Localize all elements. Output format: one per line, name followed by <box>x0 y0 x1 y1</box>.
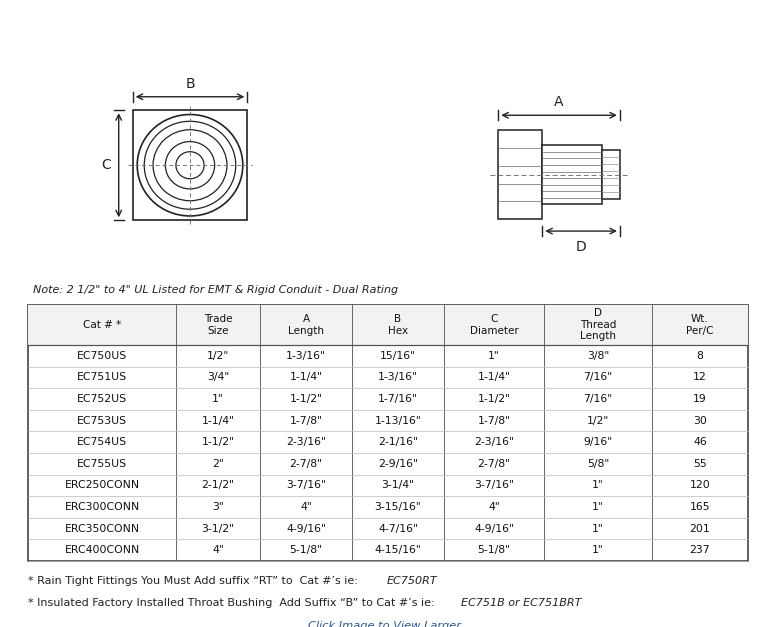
Text: 1-3/16": 1-3/16" <box>286 350 326 361</box>
Text: 3/8": 3/8" <box>587 350 609 361</box>
Text: 2-3/16": 2-3/16" <box>474 437 514 447</box>
Text: 3": 3" <box>212 502 224 512</box>
Text: 1-7/8": 1-7/8" <box>290 416 323 426</box>
Text: 4": 4" <box>300 502 312 512</box>
Text: 3-1/4": 3-1/4" <box>382 480 415 490</box>
Text: 201: 201 <box>690 524 710 534</box>
Text: 3/4": 3/4" <box>207 372 229 382</box>
Text: 8: 8 <box>697 350 703 361</box>
Text: Note: 2 1/2" to 4" UL Listed for EMT & Rigid Conduit - Dual Rating: Note: 2 1/2" to 4" UL Listed for EMT & R… <box>33 285 398 295</box>
Text: B
Hex: B Hex <box>388 314 408 335</box>
Text: 15/16": 15/16" <box>380 350 416 361</box>
Text: 1/2": 1/2" <box>207 350 229 361</box>
Text: 2-3/16": 2-3/16" <box>286 437 326 447</box>
Text: ERC300CONN: ERC300CONN <box>65 502 140 512</box>
Text: EC754US: EC754US <box>77 437 127 447</box>
Text: 7/16": 7/16" <box>584 372 613 382</box>
Text: 4-15/16": 4-15/16" <box>375 545 422 556</box>
Text: 1-13/16": 1-13/16" <box>375 416 422 426</box>
Text: 1-3/16": 1-3/16" <box>378 372 418 382</box>
Text: Click Image to View Larger: Click Image to View Larger <box>307 621 461 627</box>
Text: C: C <box>101 158 111 172</box>
Text: A
Length: A Length <box>288 314 324 335</box>
Text: 1": 1" <box>592 480 604 490</box>
Text: EC750RT: EC750RT <box>387 576 438 586</box>
Text: 2-1/16": 2-1/16" <box>378 437 418 447</box>
Text: 4-9/16": 4-9/16" <box>286 524 326 534</box>
Text: 1-1/2": 1-1/2" <box>478 394 511 404</box>
Text: 1": 1" <box>592 524 604 534</box>
Text: 9/16": 9/16" <box>584 437 613 447</box>
Text: 1-1/4": 1-1/4" <box>478 372 511 382</box>
Text: 4": 4" <box>212 545 224 556</box>
Bar <box>542 145 602 204</box>
Text: 5-1/8": 5-1/8" <box>478 545 511 556</box>
Bar <box>498 130 542 219</box>
Text: 4": 4" <box>488 502 500 512</box>
Text: 120: 120 <box>690 480 710 490</box>
Text: EC755US: EC755US <box>77 459 127 469</box>
Text: 3-15/16": 3-15/16" <box>375 502 422 512</box>
Text: 30: 30 <box>693 416 707 426</box>
Text: EC752US: EC752US <box>77 394 127 404</box>
Text: C
Diameter: C Diameter <box>469 314 518 335</box>
Text: 2-7/8": 2-7/8" <box>478 459 511 469</box>
Text: Trade
Size: Trade Size <box>204 314 232 335</box>
Text: 1-1/2": 1-1/2" <box>201 437 234 447</box>
Text: 3-1/2": 3-1/2" <box>201 524 234 534</box>
Text: EC751US: EC751US <box>77 372 127 382</box>
Text: 19: 19 <box>694 394 707 404</box>
Text: 165: 165 <box>690 502 710 512</box>
Text: 2-7/8": 2-7/8" <box>290 459 323 469</box>
Text: 7/16": 7/16" <box>584 394 613 404</box>
Text: 1-1/2": 1-1/2" <box>290 394 323 404</box>
Text: EC751B or EC751BRT: EC751B or EC751BRT <box>462 598 581 608</box>
Text: 1": 1" <box>592 545 604 556</box>
Text: 1-7/16": 1-7/16" <box>378 394 418 404</box>
Text: ERC400CONN: ERC400CONN <box>65 545 140 556</box>
Text: 1-1/4": 1-1/4" <box>290 372 323 382</box>
Text: 55: 55 <box>694 459 707 469</box>
Text: 1": 1" <box>212 394 224 404</box>
Text: 4-7/16": 4-7/16" <box>378 524 418 534</box>
Text: Cat # *: Cat # * <box>83 320 121 330</box>
Text: A: A <box>554 95 564 110</box>
Text: 2": 2" <box>212 459 224 469</box>
Text: 1": 1" <box>592 502 604 512</box>
Text: * Insulated Factory Installed Throat Bushing  Add Suffix “B” to Cat #’s ie:: * Insulated Factory Installed Throat Bus… <box>28 598 438 608</box>
Text: * Rain Tight Fittings You Must Add suffix “RT” to  Cat #’s ie:: * Rain Tight Fittings You Must Add suffi… <box>28 576 362 586</box>
Bar <box>602 150 620 199</box>
Text: 5/8": 5/8" <box>587 459 609 469</box>
Text: D: D <box>576 240 587 254</box>
Text: 46: 46 <box>694 437 707 447</box>
Text: B: B <box>185 77 195 91</box>
Text: 1-1/4": 1-1/4" <box>201 416 234 426</box>
Bar <box>133 110 247 220</box>
Text: 1": 1" <box>488 350 500 361</box>
Text: 12: 12 <box>694 372 707 382</box>
Text: 4-9/16": 4-9/16" <box>474 524 514 534</box>
Text: 2-9/16": 2-9/16" <box>378 459 418 469</box>
Text: EC753US: EC753US <box>77 416 127 426</box>
Text: 1/2": 1/2" <box>587 416 609 426</box>
Text: 3-7/16": 3-7/16" <box>286 480 326 490</box>
Text: ERC250CONN: ERC250CONN <box>65 480 140 490</box>
Text: D
Thread
Length: D Thread Length <box>580 308 616 341</box>
Text: 237: 237 <box>690 545 710 556</box>
Bar <box>28 305 748 561</box>
Text: Wt.
Per/C: Wt. Per/C <box>687 314 713 335</box>
Text: 2-1/2": 2-1/2" <box>201 480 234 490</box>
Bar <box>28 305 748 345</box>
Text: 3-7/16": 3-7/16" <box>474 480 514 490</box>
Text: ERC350CONN: ERC350CONN <box>65 524 140 534</box>
Text: 1-7/8": 1-7/8" <box>478 416 511 426</box>
Text: EC750US: EC750US <box>77 350 127 361</box>
Text: 5-1/8": 5-1/8" <box>290 545 323 556</box>
